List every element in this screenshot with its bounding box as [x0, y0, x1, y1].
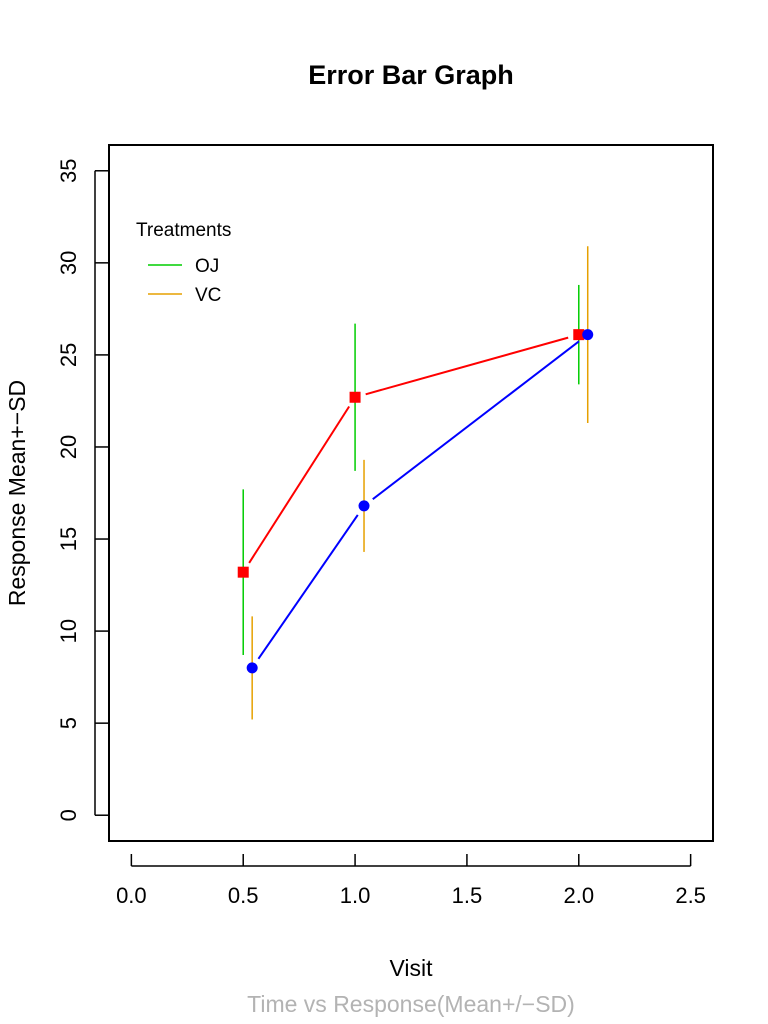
x-tick-label: 1.0	[340, 883, 371, 908]
legend-label-vc: VC	[195, 285, 221, 306]
legend-label-oj: OJ	[195, 256, 219, 277]
y-tick-label: 35	[56, 159, 81, 183]
y-tick-label: 0	[56, 809, 81, 821]
x-axis-label: Visit	[389, 955, 433, 981]
series-line-oj	[365, 336, 569, 396]
x-axis: 0.0 0.5 1.0 1.5 2.0 2.5	[116, 854, 706, 908]
series-line-oj	[248, 405, 350, 564]
legend: Treatments OJ VC	[136, 220, 231, 306]
x-tick-label: 0.0	[116, 883, 147, 908]
chart-caption: Time vs Response(Mean+/−SD)	[247, 991, 575, 1017]
x-tick-label: 2.5	[675, 883, 706, 908]
y-axis: 0 5 10 15 20 25 30 35	[56, 159, 109, 821]
y-tick-label: 20	[56, 435, 81, 459]
plot-frame	[108, 144, 714, 842]
marker-oj	[349, 391, 361, 403]
y-tick-label: 10	[56, 619, 81, 643]
chart-title: Error Bar Graph	[308, 60, 514, 90]
x-tick-label: 1.5	[452, 883, 483, 908]
marker-vc	[246, 662, 258, 674]
y-tick-label: 5	[56, 717, 81, 729]
y-axis-label: Response Mean+−SD	[4, 380, 30, 606]
marker-vc	[358, 500, 370, 512]
y-tick-label: 30	[56, 251, 81, 275]
y-tick-label: 25	[56, 343, 81, 367]
series-line-vc	[257, 514, 359, 660]
marker-oj	[573, 329, 585, 341]
marker-vc	[582, 329, 594, 341]
series-layer	[237, 246, 594, 720]
series-line-vc	[372, 340, 580, 500]
x-tick-label: 2.0	[563, 883, 594, 908]
x-tick-label: 0.5	[228, 883, 259, 908]
marker-oj	[237, 566, 249, 578]
y-tick-label: 15	[56, 527, 81, 551]
legend-title: Treatments	[136, 220, 231, 241]
